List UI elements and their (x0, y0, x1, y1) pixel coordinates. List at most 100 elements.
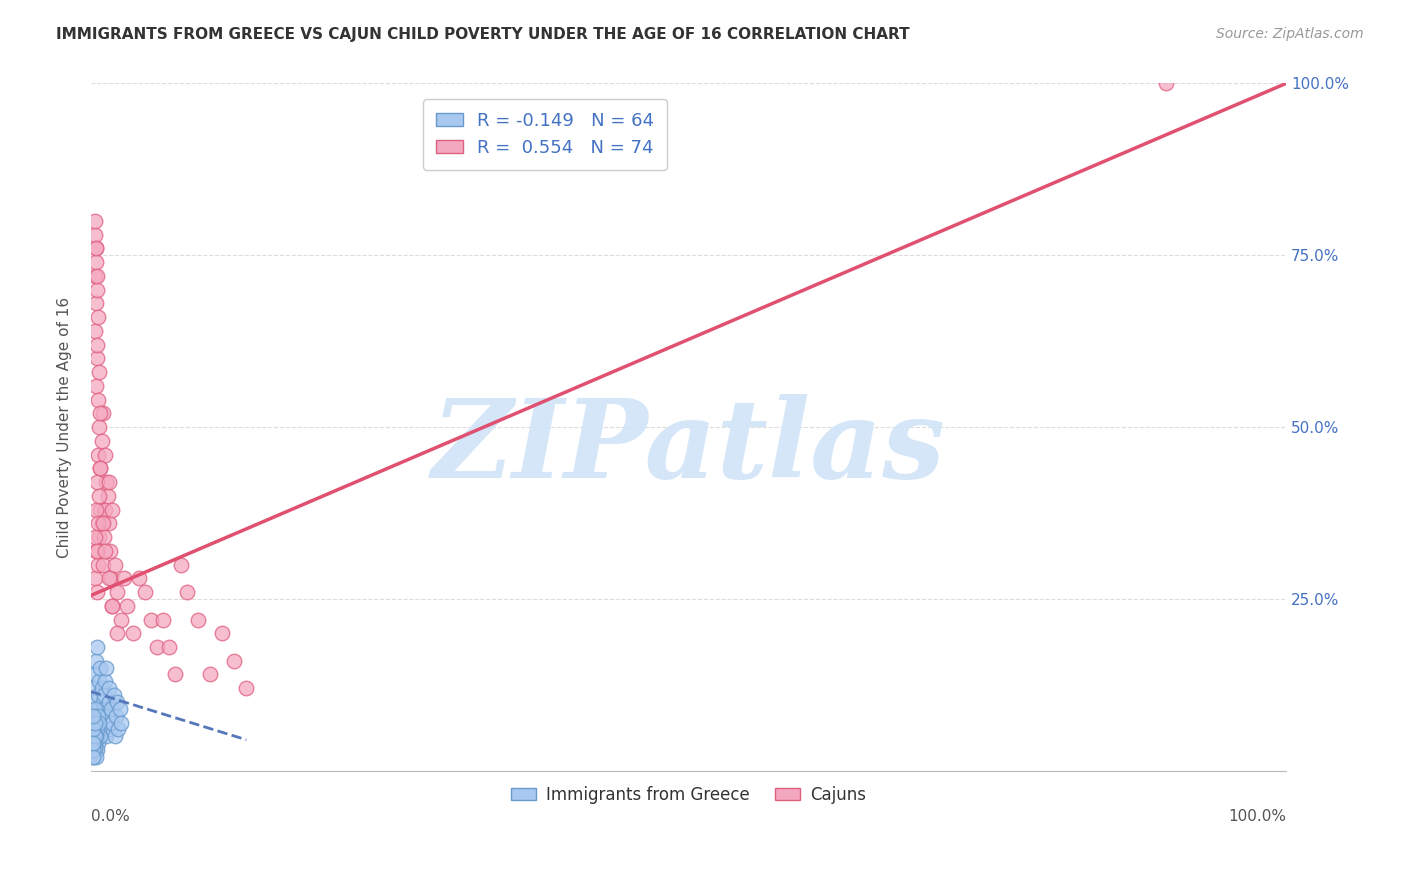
Point (89, 406, 111, 420)
Point (103, 688, 125, 702)
Point (87, 516, 110, 531)
Point (84, 502, 107, 516)
Point (87, 448, 110, 462)
Point (86, 543, 108, 558)
Point (89, 729, 111, 743)
Point (101, 715, 124, 730)
Point (83, 715, 105, 730)
Point (89, 489, 111, 503)
Point (91, 723, 114, 737)
Point (83, 729, 105, 743)
Point (110, 613, 132, 627)
Point (108, 702, 131, 716)
Point (84, 543, 107, 558)
Point (84, 241, 107, 255)
Point (235, 681, 257, 696)
Point (1156, 77, 1178, 91)
Point (107, 723, 129, 737)
Point (101, 599, 124, 613)
Point (83, 667, 105, 681)
Point (89, 502, 111, 516)
Point (86, 268, 108, 283)
Point (134, 585, 156, 599)
Point (94, 448, 117, 462)
Point (82, 743, 104, 757)
Point (87, 688, 110, 702)
Point (101, 599, 124, 613)
Point (98, 723, 121, 737)
Point (93, 702, 115, 716)
Point (105, 695, 128, 709)
Point (89, 660, 111, 674)
Point (94, 543, 117, 558)
Point (82, 723, 104, 737)
Point (96, 475, 118, 489)
Point (90, 708, 112, 723)
Point (87, 558, 110, 572)
Point (86, 723, 108, 737)
Point (152, 613, 174, 627)
Point (163, 667, 186, 681)
Point (97, 571, 120, 585)
Point (94, 674, 117, 689)
Point (115, 599, 138, 613)
Text: ZIPatlas: ZIPatlas (432, 394, 945, 501)
Point (93, 688, 115, 702)
Point (87, 702, 110, 716)
Point (89, 674, 111, 689)
Point (90, 681, 112, 696)
Point (83, 268, 105, 283)
Point (176, 585, 198, 599)
Y-axis label: Child Poverty Under the Age of 16: Child Poverty Under the Age of 16 (58, 296, 72, 558)
Point (86, 715, 108, 730)
Point (93, 530, 115, 544)
Point (87, 392, 110, 407)
Point (97, 695, 120, 709)
Point (105, 585, 128, 599)
Text: Source: ZipAtlas.com: Source: ZipAtlas.com (1216, 27, 1364, 41)
Point (105, 626, 128, 640)
Point (84, 708, 107, 723)
Point (121, 626, 143, 640)
Point (89, 729, 111, 743)
Text: IMMIGRANTS FROM GREECE VS CAJUN CHILD POVERTY UNDER THE AGE OF 16 CORRELATION CH: IMMIGRANTS FROM GREECE VS CAJUN CHILD PO… (56, 27, 910, 42)
Point (89, 461, 111, 475)
Point (89, 715, 111, 730)
Point (84, 241, 107, 255)
Point (94, 715, 117, 730)
Point (83, 530, 105, 544)
Point (94, 502, 117, 516)
Point (104, 729, 127, 743)
Point (82, 681, 104, 696)
Point (84, 750, 107, 764)
Point (87, 310, 110, 325)
Point (89, 530, 111, 544)
Point (84, 715, 107, 730)
Text: 100.0%: 100.0% (1227, 808, 1286, 823)
Point (86, 723, 108, 737)
Point (83, 571, 105, 585)
Point (97, 681, 120, 696)
Point (84, 296, 107, 310)
Point (200, 667, 222, 681)
Point (91, 695, 114, 709)
Point (82, 708, 104, 723)
Point (82, 743, 104, 757)
Point (83, 214, 105, 228)
Point (97, 475, 120, 489)
Point (97, 516, 120, 531)
Point (96, 660, 118, 674)
Point (128, 571, 150, 585)
Point (86, 283, 108, 297)
Point (86, 351, 108, 366)
Point (91, 516, 114, 531)
Point (112, 571, 135, 585)
Point (86, 585, 108, 599)
Point (104, 558, 127, 572)
Point (101, 502, 124, 516)
Point (157, 640, 180, 654)
Point (89, 715, 111, 730)
Point (82, 736, 104, 750)
Point (96, 729, 118, 743)
Point (89, 461, 111, 475)
